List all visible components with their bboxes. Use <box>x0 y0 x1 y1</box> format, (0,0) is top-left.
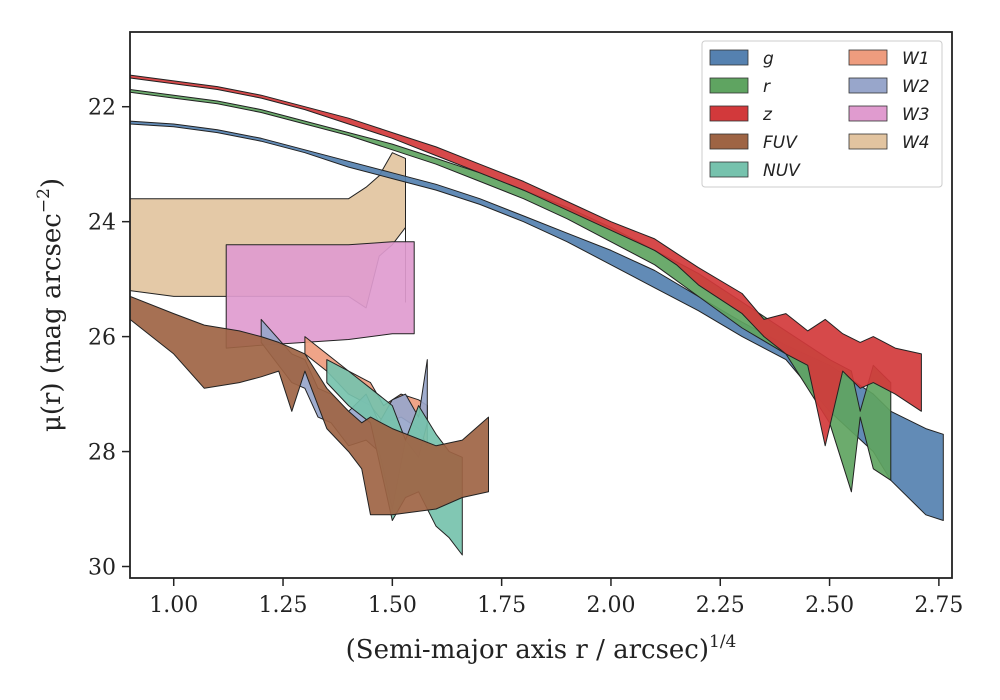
legend-label-nuv: NUV <box>763 161 801 181</box>
legend-swatch-w4 <box>848 133 888 150</box>
y-tick-label: 24 <box>88 211 116 236</box>
legend-swatch-w2 <box>848 77 888 94</box>
legend-swatch-g <box>709 49 749 66</box>
x-axis: 1.00 1.25 1.50 1.75 2.00 2.25 2.50 2.75 <box>149 578 963 618</box>
x-tick-label: 1.75 <box>477 593 526 618</box>
legend-box <box>701 40 943 188</box>
legend-swatch-nuv <box>709 161 749 178</box>
legend-swatch-r <box>709 77 749 94</box>
series-band-r <box>130 89 892 493</box>
y-axis-label: μ(r) (mag arcsec−2) <box>34 178 67 432</box>
y-tick-label: 26 <box>88 326 116 351</box>
x-tick-label: 2.75 <box>914 593 963 618</box>
y-tick-label: 30 <box>88 556 116 581</box>
legend: grz FUV NUV W1 W2 W3 W4 <box>701 40 943 188</box>
series-band-g <box>130 120 944 521</box>
legend-swatch-w1 <box>848 49 888 66</box>
x-axis-label: (Semi-major axis r / arcsec)1/4 <box>346 632 737 665</box>
plot-frame <box>129 31 953 579</box>
legend-swatch-z <box>709 105 749 122</box>
legend-label-z: z <box>762 105 773 125</box>
legend-label-w1: W1 <box>902 49 930 69</box>
series-band-z <box>130 74 922 447</box>
legend-label-w4: W4 <box>902 133 930 153</box>
y-axis: 22 24 26 28 30 <box>88 96 130 581</box>
x-tick-label: 2.25 <box>696 593 745 618</box>
series-band-w3 <box>225 241 415 349</box>
x-tick-label: 1.50 <box>368 593 417 618</box>
y-tick-label: 22 <box>88 96 116 121</box>
legend-swatch-w3 <box>848 105 888 122</box>
legend-label-w2: W2 <box>902 77 930 97</box>
legend-label-w3: W3 <box>902 105 930 125</box>
series-layer <box>130 74 944 556</box>
legend-label-r: r <box>763 77 771 97</box>
x-tick-label: 1.00 <box>149 593 198 618</box>
x-tick-label: 2.50 <box>805 593 854 618</box>
x-tick-label: 1.25 <box>259 593 308 618</box>
legend-label-g: g <box>763 49 774 69</box>
legend-label-fuv: FUV <box>763 133 798 153</box>
legend-swatch-fuv <box>709 133 749 150</box>
y-tick-label: 28 <box>88 441 116 466</box>
x-tick-label: 2.00 <box>586 593 635 618</box>
series-band-fuv <box>130 295 489 516</box>
